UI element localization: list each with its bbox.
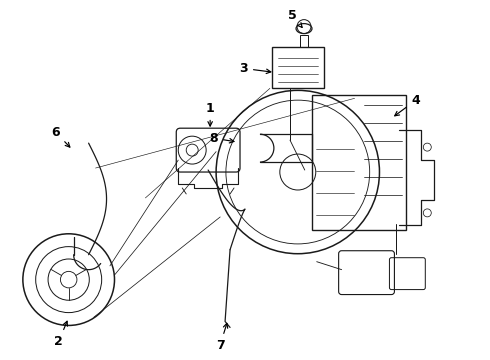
Text: 7: 7: [216, 323, 228, 352]
Bar: [300, 35, 308, 46]
Text: 5: 5: [288, 9, 302, 27]
Text: 4: 4: [395, 94, 420, 116]
Text: 8: 8: [210, 132, 234, 145]
Text: 1: 1: [206, 102, 215, 126]
Text: 6: 6: [51, 126, 70, 147]
Text: 2: 2: [54, 321, 68, 348]
Bar: [272, 46, 324, 88]
Text: 3: 3: [239, 62, 271, 75]
Bar: [312, 95, 406, 230]
